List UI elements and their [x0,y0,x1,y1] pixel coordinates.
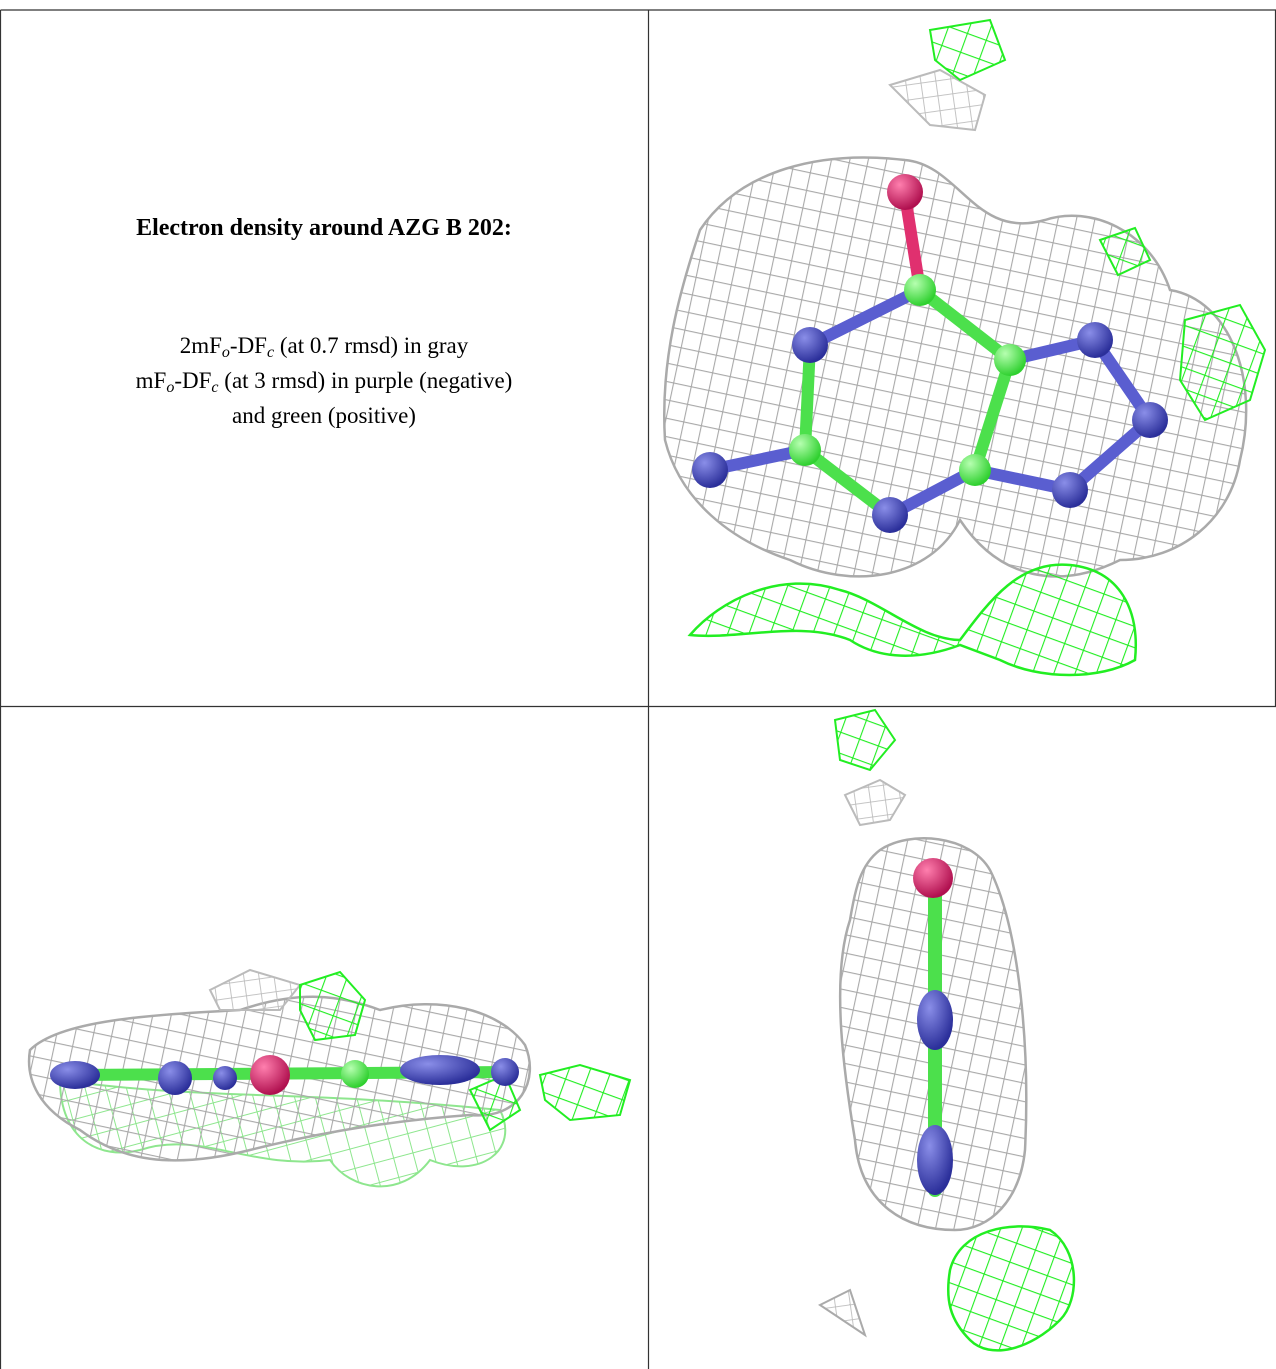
legend-line: and green (positive) [0,398,648,433]
density-view-edge [818,708,1076,1352]
mesh-positive [468,1073,522,1132]
legend-text: -DF [174,368,212,393]
atom-n [50,1061,100,1089]
legend-text: 2mF [179,333,222,358]
mesh [818,1288,867,1338]
mesh [208,968,302,1011]
legend-text: and green (positive) [232,403,416,428]
bond [804,284,926,351]
caption-title: Electron density around AZG B 202: [136,215,512,241]
mesh [888,68,987,132]
mesh-positive [538,1063,632,1122]
density-view-side [27,968,632,1188]
legend: 2mFo-DFc (at 0.7 rmsd) in gray mFo-DFc (… [0,328,648,433]
bond [899,189,926,296]
mesh-positive [928,18,1007,82]
atom-c [959,454,991,486]
mesh-positive [687,563,1137,677]
mesh-positive [946,1225,1076,1352]
mesh-positive [833,708,897,772]
atom-n [158,1061,192,1095]
legend-text: (at 3 rmsd) in purple (negative) [218,368,513,393]
legend-line: 2mFo-DFc (at 0.7 rmsd) in gray [0,328,648,363]
atom-n [213,1066,237,1090]
mesh-positive [1178,303,1267,422]
atom-c [994,344,1026,376]
atom-n [917,1125,953,1195]
legend-line: mFo-DFc (at 3 rmsd) in purple (negative) [0,363,648,398]
atom-n [872,497,908,533]
table-borders [0,9,1276,1369]
atom-o [913,858,953,898]
atom-c [341,1060,369,1088]
legend-sub: c [266,344,275,361]
atom-c [789,434,821,466]
legend-sub: c [211,379,219,396]
legend-text: mF [135,368,167,393]
atom-n [1077,322,1113,358]
bond [914,284,1016,366]
density-view-top [663,18,1267,677]
legend-text: (at 0.7 rmsd) in gray [274,333,469,358]
atom-n [692,452,728,488]
mesh [843,778,907,827]
atom-n [491,1058,519,1086]
bond [969,354,1016,476]
atom-n [1052,472,1088,508]
mesh-2fo-fc [663,156,1248,578]
atom-o [250,1055,290,1095]
mesh-positive [1098,226,1152,277]
mesh-positive [299,970,367,1042]
atom-n [792,327,828,363]
legend-text: -DF [229,333,267,358]
atom-n [400,1055,480,1085]
atom-o [887,174,923,210]
atom-n [1132,402,1168,438]
legend-sub: o [221,344,230,361]
atom-c [904,274,936,306]
legend-sub: o [166,379,175,396]
atom-n [917,990,953,1050]
